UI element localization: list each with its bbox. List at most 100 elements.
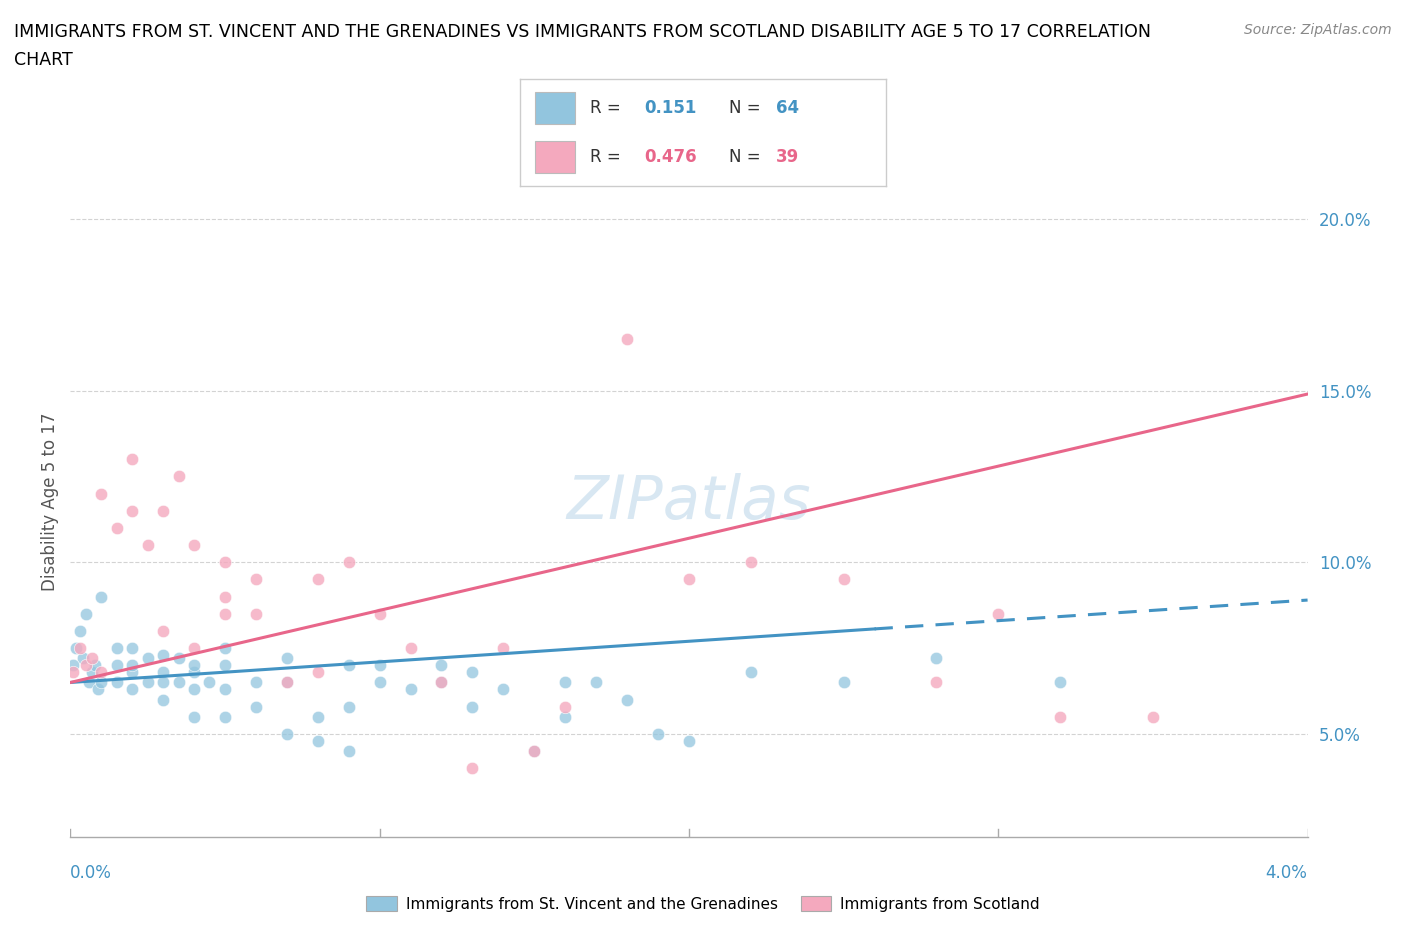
Point	[337, 658, 360, 672]
Point	[368, 606, 391, 621]
Point	[616, 332, 638, 347]
Point	[87, 682, 110, 697]
Point	[152, 647, 174, 662]
Point	[616, 692, 638, 707]
Point	[430, 675, 453, 690]
Point	[461, 761, 484, 776]
Point	[167, 651, 190, 666]
Point	[554, 710, 576, 724]
Point	[121, 641, 143, 656]
Point	[90, 486, 112, 501]
Point	[183, 538, 205, 552]
FancyBboxPatch shape	[534, 141, 575, 173]
Text: 4.0%: 4.0%	[1265, 864, 1308, 882]
Point	[1142, 710, 1164, 724]
Point	[121, 503, 143, 518]
Point	[75, 658, 97, 672]
Point	[430, 675, 453, 690]
Point	[183, 665, 205, 680]
Point	[307, 710, 329, 724]
Point	[245, 675, 267, 690]
Point	[72, 651, 94, 666]
Point	[1049, 710, 1071, 724]
Point	[337, 555, 360, 570]
Point	[276, 675, 298, 690]
Point	[461, 699, 484, 714]
Point	[214, 606, 236, 621]
Point	[152, 623, 174, 638]
Text: N =: N =	[728, 148, 765, 166]
Point	[740, 555, 762, 570]
Text: R =: R =	[589, 99, 626, 117]
Point	[80, 665, 103, 680]
Point	[523, 744, 546, 759]
Text: R =: R =	[589, 148, 626, 166]
Point	[121, 658, 143, 672]
Point	[105, 521, 128, 536]
Point	[987, 606, 1010, 621]
Point	[183, 641, 205, 656]
Point	[75, 606, 97, 621]
Point	[183, 710, 205, 724]
Point	[214, 710, 236, 724]
Text: 0.151: 0.151	[644, 99, 697, 117]
Point	[399, 682, 422, 697]
Y-axis label: Disability Age 5 to 17: Disability Age 5 to 17	[41, 413, 59, 591]
Point	[276, 726, 298, 741]
Point	[105, 641, 128, 656]
Legend: Immigrants from St. Vincent and the Grenadines, Immigrants from Scotland: Immigrants from St. Vincent and the Gren…	[360, 889, 1046, 918]
Point	[523, 744, 546, 759]
Point	[84, 658, 107, 672]
Point	[1049, 675, 1071, 690]
Point	[430, 658, 453, 672]
Point	[337, 699, 360, 714]
Text: ZIPatlas: ZIPatlas	[567, 472, 811, 532]
Text: 0.0%: 0.0%	[70, 864, 112, 882]
Point	[276, 675, 298, 690]
Point	[167, 469, 190, 484]
Point	[740, 665, 762, 680]
Point	[77, 675, 100, 690]
Text: CHART: CHART	[14, 51, 73, 69]
Point	[214, 555, 236, 570]
Point	[136, 675, 159, 690]
Point	[678, 572, 700, 587]
Point	[307, 734, 329, 749]
FancyBboxPatch shape	[534, 92, 575, 124]
Point	[152, 692, 174, 707]
Point	[647, 726, 669, 741]
Point	[368, 675, 391, 690]
Point	[832, 675, 855, 690]
Text: IMMIGRANTS FROM ST. VINCENT AND THE GRENADINES VS IMMIGRANTS FROM SCOTLAND DISAB: IMMIGRANTS FROM ST. VINCENT AND THE GREN…	[14, 23, 1152, 41]
Point	[337, 744, 360, 759]
Point	[554, 699, 576, 714]
Point	[214, 590, 236, 604]
Point	[183, 658, 205, 672]
Point	[121, 682, 143, 697]
Point	[105, 658, 128, 672]
Point	[214, 682, 236, 697]
Point	[492, 682, 515, 697]
Point	[121, 665, 143, 680]
Point	[69, 623, 91, 638]
Point	[62, 658, 84, 672]
Text: 0.476: 0.476	[644, 148, 697, 166]
Point	[167, 675, 190, 690]
Point	[65, 641, 87, 656]
Point	[368, 658, 391, 672]
Point	[399, 641, 422, 656]
Point	[136, 651, 159, 666]
Point	[152, 503, 174, 518]
Point	[152, 665, 174, 680]
Point	[214, 658, 236, 672]
Point	[678, 734, 700, 749]
Point	[925, 651, 948, 666]
Point	[183, 682, 205, 697]
Point	[245, 572, 267, 587]
Point	[136, 538, 159, 552]
Point	[245, 699, 267, 714]
Point	[80, 651, 103, 666]
Point	[121, 452, 143, 467]
Point	[276, 651, 298, 666]
Point	[90, 675, 112, 690]
